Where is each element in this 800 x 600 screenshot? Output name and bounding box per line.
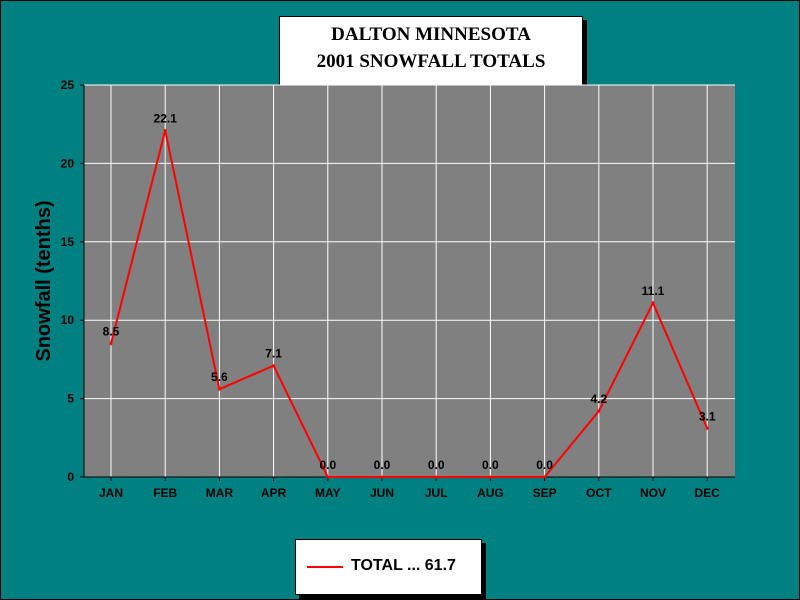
x-tick-label: JUN bbox=[370, 486, 394, 500]
y-tick-label: 15 bbox=[61, 235, 75, 249]
x-tick-label: SEP bbox=[533, 486, 557, 500]
data-point bbox=[705, 426, 709, 430]
data-point bbox=[488, 475, 492, 479]
data-point bbox=[272, 364, 276, 368]
data-label: 3.1 bbox=[699, 409, 716, 423]
x-tick-label: AUG bbox=[477, 486, 504, 500]
data-point bbox=[543, 475, 547, 479]
y-tick-label: 10 bbox=[61, 313, 75, 327]
x-tick-label: APR bbox=[261, 486, 287, 500]
data-label: 11.1 bbox=[642, 284, 665, 298]
x-tick-label: FEB bbox=[153, 486, 177, 500]
y-tick-label: 5 bbox=[67, 392, 74, 406]
y-tick-label: 20 bbox=[61, 156, 75, 170]
x-tick-label: MAY bbox=[315, 486, 341, 500]
data-label: 4.2 bbox=[590, 392, 607, 406]
x-tick-label: JAN bbox=[99, 486, 123, 500]
x-tick-label: DEC bbox=[695, 486, 721, 500]
data-label: 7.1 bbox=[265, 347, 282, 361]
legend: TOTAL ... 61.7 bbox=[295, 539, 482, 595]
data-point bbox=[163, 128, 167, 132]
legend-line-swatch bbox=[307, 566, 343, 568]
data-point bbox=[651, 301, 655, 305]
x-tick-label: OCT bbox=[586, 486, 612, 500]
data-label: 0.0 bbox=[482, 458, 499, 472]
data-point bbox=[109, 342, 113, 346]
x-tick-label: JUL bbox=[425, 486, 448, 500]
chart-title-line-1: DALTON MINNESOTA bbox=[331, 24, 531, 45]
data-label: 0.0 bbox=[536, 458, 553, 472]
y-axis-title: Snowfall (tenths) bbox=[33, 200, 55, 361]
data-point bbox=[380, 475, 384, 479]
x-tick-label: MAR bbox=[206, 486, 234, 500]
data-label: 0.0 bbox=[428, 458, 445, 472]
chart-title-box: DALTON MINNESOTA 2001 SNOWFALL TOTALS bbox=[279, 16, 583, 86]
data-point bbox=[326, 475, 330, 479]
plot-area bbox=[84, 85, 735, 477]
legend-label: TOTAL ... 61.7 bbox=[351, 557, 456, 574]
data-label: 5.6 bbox=[211, 370, 228, 384]
data-point bbox=[434, 475, 438, 479]
data-point bbox=[217, 387, 221, 391]
data-label: 0.0 bbox=[319, 458, 336, 472]
series-line bbox=[110, 130, 709, 478]
chart-title-line-2: 2001 SNOWFALL TOTALS bbox=[316, 51, 546, 72]
data-label: 22.1 bbox=[154, 111, 178, 125]
data-label: 0.0 bbox=[374, 458, 391, 472]
y-tick-label: 0 bbox=[67, 470, 74, 484]
x-tick-label: NOV bbox=[640, 486, 666, 500]
y-tick-label: 25 bbox=[61, 78, 75, 92]
data-label: 8.5 bbox=[103, 325, 120, 339]
data-point bbox=[597, 409, 601, 413]
